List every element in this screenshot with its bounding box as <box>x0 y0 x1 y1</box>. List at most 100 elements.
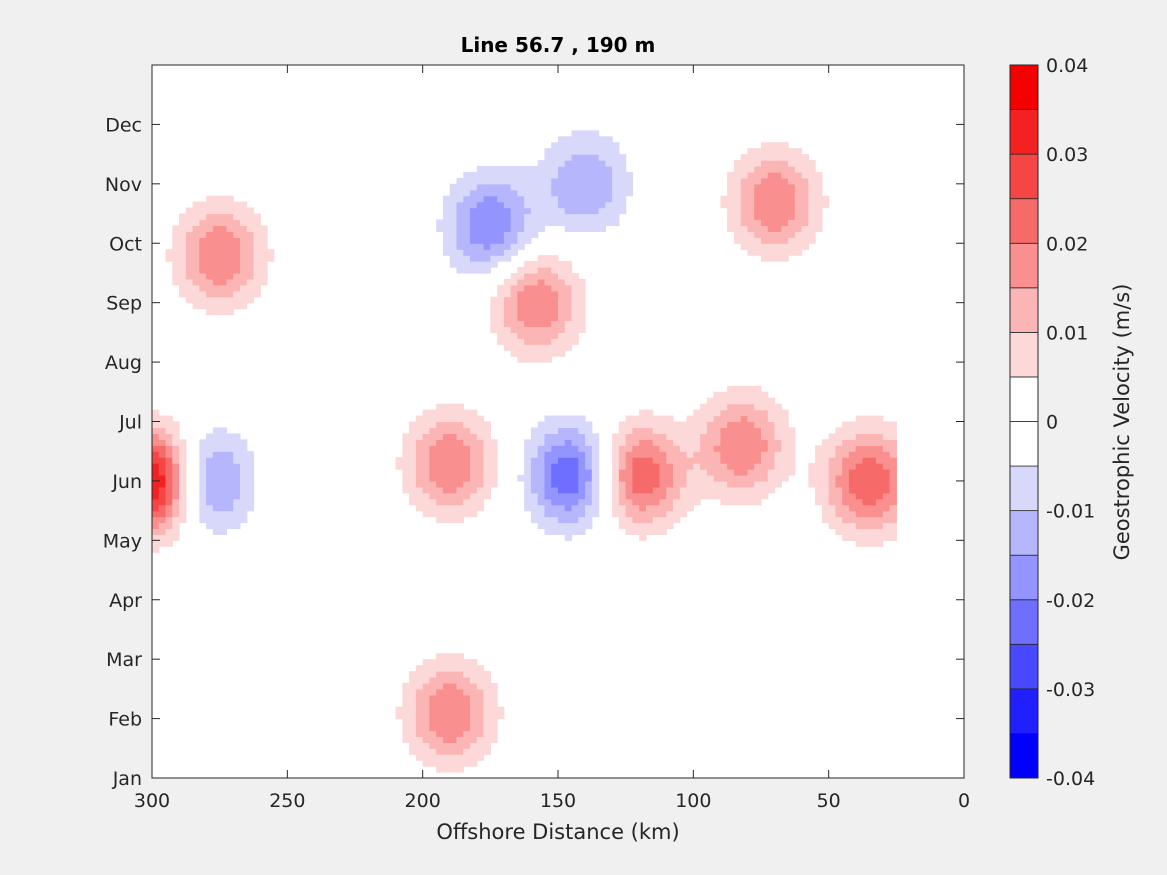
contour-cell <box>551 219 559 227</box>
contour-cell <box>558 207 566 215</box>
contour-cell <box>165 504 173 512</box>
contour-cell <box>591 510 600 518</box>
x-tick-label: 50 <box>817 790 841 812</box>
contour-cell <box>212 433 221 440</box>
contour-cell <box>673 474 681 482</box>
contour-cell <box>470 486 478 494</box>
contour-cell <box>517 166 525 173</box>
contour-cell <box>172 534 180 541</box>
contour-cell <box>233 474 241 482</box>
contour-cell <box>767 469 776 476</box>
contour-cell <box>551 350 559 357</box>
contour-cell <box>679 474 688 482</box>
contour-cell <box>774 463 782 470</box>
contour-cell <box>409 486 417 494</box>
contour-cell <box>842 463 850 470</box>
contour-cell <box>517 350 525 357</box>
contour-cell <box>625 421 634 429</box>
contour-cell <box>246 213 255 221</box>
contour-cell <box>470 730 478 738</box>
contour-cell <box>801 237 809 244</box>
contour-cell <box>578 130 586 137</box>
contour-cell <box>436 736 444 743</box>
contour-cell <box>463 207 471 215</box>
contour-cell <box>591 225 600 232</box>
contour-cell <box>625 528 634 535</box>
contour-cell <box>794 201 803 209</box>
contour-cell <box>233 267 241 274</box>
contour-cell <box>835 451 843 458</box>
contour-cell <box>659 522 667 530</box>
contour-cell <box>673 504 681 512</box>
contour-cell <box>239 480 248 488</box>
contour-cell <box>544 177 552 185</box>
contour-cell <box>605 136 613 143</box>
contour-cell <box>544 492 552 500</box>
contour-cell <box>206 469 214 476</box>
contour-cell <box>524 439 532 446</box>
contour-cell <box>429 718 437 726</box>
contour-cell <box>510 332 518 339</box>
contour-cell <box>747 486 755 494</box>
contour-cell <box>639 528 647 535</box>
contour-cell <box>206 296 214 304</box>
contour-cell <box>449 694 458 702</box>
contour-cell <box>233 457 241 464</box>
contour-cell <box>564 166 573 173</box>
contour-cell <box>848 474 857 482</box>
contour-cell <box>754 492 762 500</box>
contour-cell <box>497 207 505 215</box>
contour-cell <box>733 195 742 203</box>
contour-cell <box>463 712 471 720</box>
contour-cell <box>436 486 444 494</box>
contour-cell <box>869 415 877 423</box>
contour-cell <box>815 189 823 197</box>
contour-cell <box>558 166 566 173</box>
contour-cell <box>578 451 586 458</box>
contour-cell <box>821 480 830 488</box>
contour-cell <box>409 706 417 714</box>
contour-cell <box>422 671 431 678</box>
contour-cell <box>246 249 255 256</box>
contour-cell <box>429 682 437 690</box>
contour-cell <box>788 451 796 458</box>
contour-cell <box>497 219 505 227</box>
contour-cell <box>774 249 782 256</box>
contour-cell <box>226 243 234 250</box>
contour-cell <box>564 302 573 310</box>
contour-cell <box>212 522 221 530</box>
contour-cell <box>510 213 518 221</box>
contour-cell <box>483 261 491 268</box>
contour-cell <box>219 261 228 268</box>
contour-cell <box>686 486 694 494</box>
contour-cell <box>564 290 573 298</box>
contour-cell <box>761 427 769 434</box>
contour-cell <box>781 415 789 423</box>
contour-cell <box>463 249 471 256</box>
contour-cell <box>578 171 586 179</box>
contour-cell <box>503 249 512 256</box>
contour-cell <box>503 320 512 328</box>
contour-cell <box>720 421 728 429</box>
contour-cell <box>246 290 255 298</box>
contour-cell <box>442 498 451 506</box>
contour-cell <box>578 528 586 535</box>
contour-cell <box>409 742 417 749</box>
colorbar-swatch <box>1009 465 1039 512</box>
contour-cell <box>862 516 870 524</box>
contour-cell <box>415 415 424 423</box>
contour-cell <box>632 433 640 440</box>
contour-cell <box>206 278 214 286</box>
contour-cell <box>470 451 478 458</box>
contour-cell <box>456 760 464 767</box>
contour-cell <box>869 469 877 476</box>
contour-cell <box>510 296 518 304</box>
contour-cell <box>862 492 870 500</box>
contour-cell <box>855 528 864 535</box>
contour-cell <box>517 296 525 304</box>
contour-cell <box>578 445 586 452</box>
contour-cell <box>558 290 566 298</box>
contour-cell <box>578 320 586 328</box>
contour-cell <box>564 142 573 149</box>
contour-cell <box>558 154 566 161</box>
